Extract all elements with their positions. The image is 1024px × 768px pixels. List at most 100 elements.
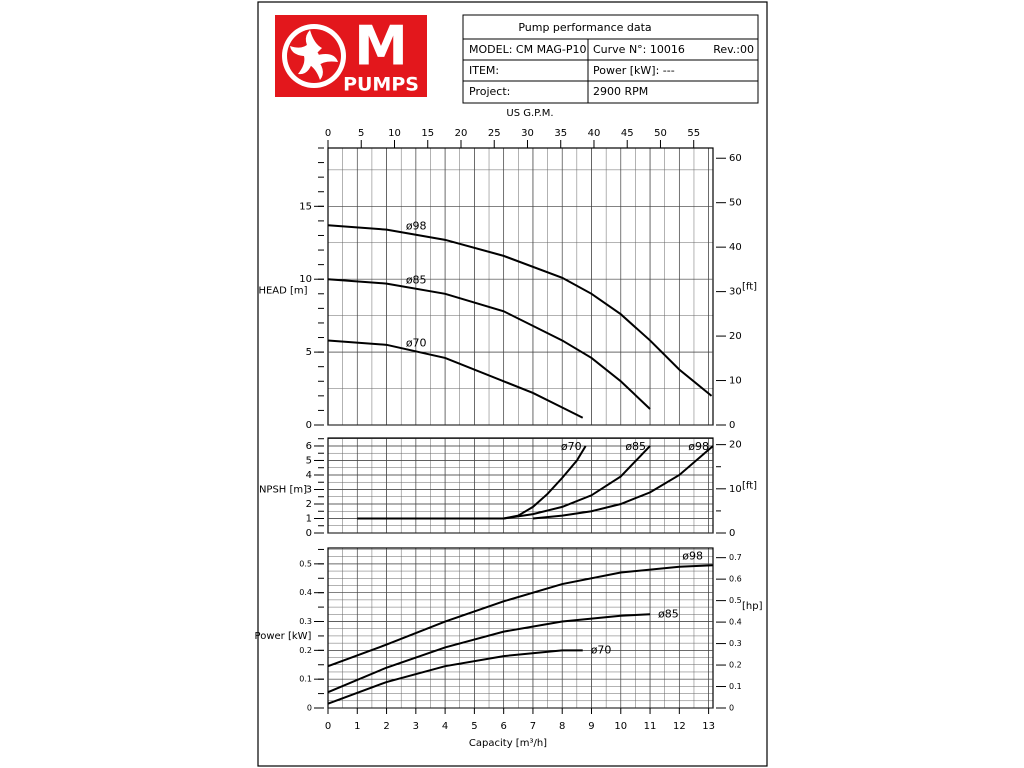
x2-tick-label: 50	[654, 128, 667, 139]
info-model: MODEL: CM MAG-P10	[469, 43, 587, 56]
info-title: Pump performance data	[518, 21, 651, 34]
y2-tick-label: 10	[729, 484, 742, 495]
x2-tick-label: 5	[358, 128, 364, 139]
y-tick-label: 0.2	[299, 646, 312, 655]
y-tick-label: 5	[306, 347, 312, 358]
y2-axis-label: [ft]	[742, 481, 757, 492]
y2-tick-label: 30	[729, 287, 742, 298]
x-tick-label: 13	[702, 721, 715, 732]
y2-tick-label: 10	[729, 376, 742, 387]
x2-tick-label: 30	[521, 128, 534, 139]
y-axis-label: HEAD [m]	[258, 286, 307, 297]
x2-tick-label: 20	[455, 128, 468, 139]
x-tick-label: 10	[614, 721, 627, 732]
x-tick-label: 7	[530, 721, 536, 732]
y-tick-label: 4	[306, 470, 312, 481]
y-tick-label: 15	[299, 201, 312, 212]
info-power: Power [kW]: ---	[593, 64, 675, 77]
x-tick-label: 4	[442, 721, 448, 732]
y2-tick-label: 0	[729, 704, 734, 713]
curve	[327, 564, 714, 668]
y-tick-label: 3	[306, 484, 312, 495]
y-tick-label: 0.1	[299, 675, 312, 684]
curve-label: ø70	[561, 440, 582, 453]
y2-tick-label: 0.2	[729, 661, 742, 670]
x2-tick-label: 40	[588, 128, 601, 139]
y-tick-label: 0.3	[299, 617, 312, 626]
x2-tick-label: 35	[554, 128, 567, 139]
y-tick-label: 5	[306, 455, 312, 466]
title-block-border	[462, 14, 759, 104]
x2-tick-label: 15	[421, 128, 434, 139]
curve-label: ø85	[406, 274, 427, 287]
y-tick-label: 0	[307, 704, 312, 713]
curve	[503, 445, 651, 520]
curve	[327, 613, 651, 694]
y-tick-label: 0	[306, 528, 312, 539]
y2-tick-label: 50	[729, 198, 742, 209]
info-rev: Rev.:00	[713, 43, 754, 56]
y2-tick-label: 0.5	[729, 596, 742, 605]
x2-tick-label: 45	[621, 128, 634, 139]
x-tick-label: 8	[559, 721, 565, 732]
curve	[532, 445, 714, 520]
sheet-border	[257, 1, 768, 767]
y2-tick-label: 40	[729, 242, 742, 253]
x-tick-label: 9	[588, 721, 594, 732]
y-tick-label: 6	[306, 441, 312, 452]
curve	[327, 649, 583, 705]
y-axis-label: NPSH [m]	[259, 485, 307, 496]
curve	[327, 224, 713, 397]
y-axis-label: Power [kW]	[255, 631, 312, 642]
y2-tick-label: 60	[729, 153, 742, 164]
curve-label: ø70	[406, 336, 427, 349]
curve	[327, 278, 651, 410]
curve-label: ø70	[591, 643, 612, 656]
curve-label: ø85	[658, 607, 679, 620]
y-tick-label: 2	[306, 499, 312, 510]
y2-axis-label: [ft]	[742, 282, 757, 293]
x2-tick-label: 25	[488, 128, 501, 139]
y2-tick-label: 0.1	[729, 682, 742, 691]
logo-blades	[290, 30, 338, 80]
x2-axis-label: US G.P.M.	[506, 108, 553, 119]
info-item: ITEM:	[469, 64, 499, 77]
y2-tick-label: 0	[729, 420, 735, 431]
info-speed: 2900 RPM	[593, 85, 648, 98]
x-tick-label: 11	[644, 721, 657, 732]
logo-word: PUMPS	[343, 74, 419, 96]
curve-label: ø98	[688, 440, 709, 453]
y2-tick-label: 0.4	[729, 618, 742, 627]
logo-letter: M	[354, 15, 408, 78]
curve	[327, 339, 584, 419]
curve-label: ø98	[406, 220, 427, 233]
y2-tick-label: 0.7	[729, 553, 742, 562]
logo-hub	[309, 51, 319, 61]
y2-tick-label: 20	[729, 331, 742, 342]
x-tick-label: 12	[673, 721, 686, 732]
x2-tick-label: 0	[325, 128, 331, 139]
y2-tick-label: 0	[729, 528, 735, 539]
curve-label: ø98	[682, 549, 703, 562]
y-tick-label: 10	[299, 274, 312, 285]
y-tick-label: 0.5	[299, 559, 312, 568]
y2-axis-label: [hp]	[742, 601, 763, 612]
title-block: Pump performance data MODEL: CM MAG-P10 …	[462, 14, 759, 104]
x2-tick-label: 10	[388, 128, 401, 139]
x-axis-label: Capacity [m³/h]	[469, 738, 547, 749]
x-tick-label: 5	[471, 721, 477, 732]
y2-tick-label: 0.6	[729, 575, 742, 584]
x-tick-label: 0	[325, 721, 331, 732]
plot-border	[327, 147, 714, 426]
info-project: Project:	[469, 85, 510, 98]
x-tick-label: 1	[354, 721, 360, 732]
y-tick-label: 0.4	[299, 588, 312, 597]
y2-tick-label: 20	[729, 440, 742, 451]
x-tick-label: 6	[500, 721, 506, 732]
y-tick-label: 0	[306, 420, 312, 431]
y2-tick-label: 0.3	[729, 639, 742, 648]
x2-tick-label: 55	[687, 128, 700, 139]
x-tick-label: 3	[413, 721, 419, 732]
